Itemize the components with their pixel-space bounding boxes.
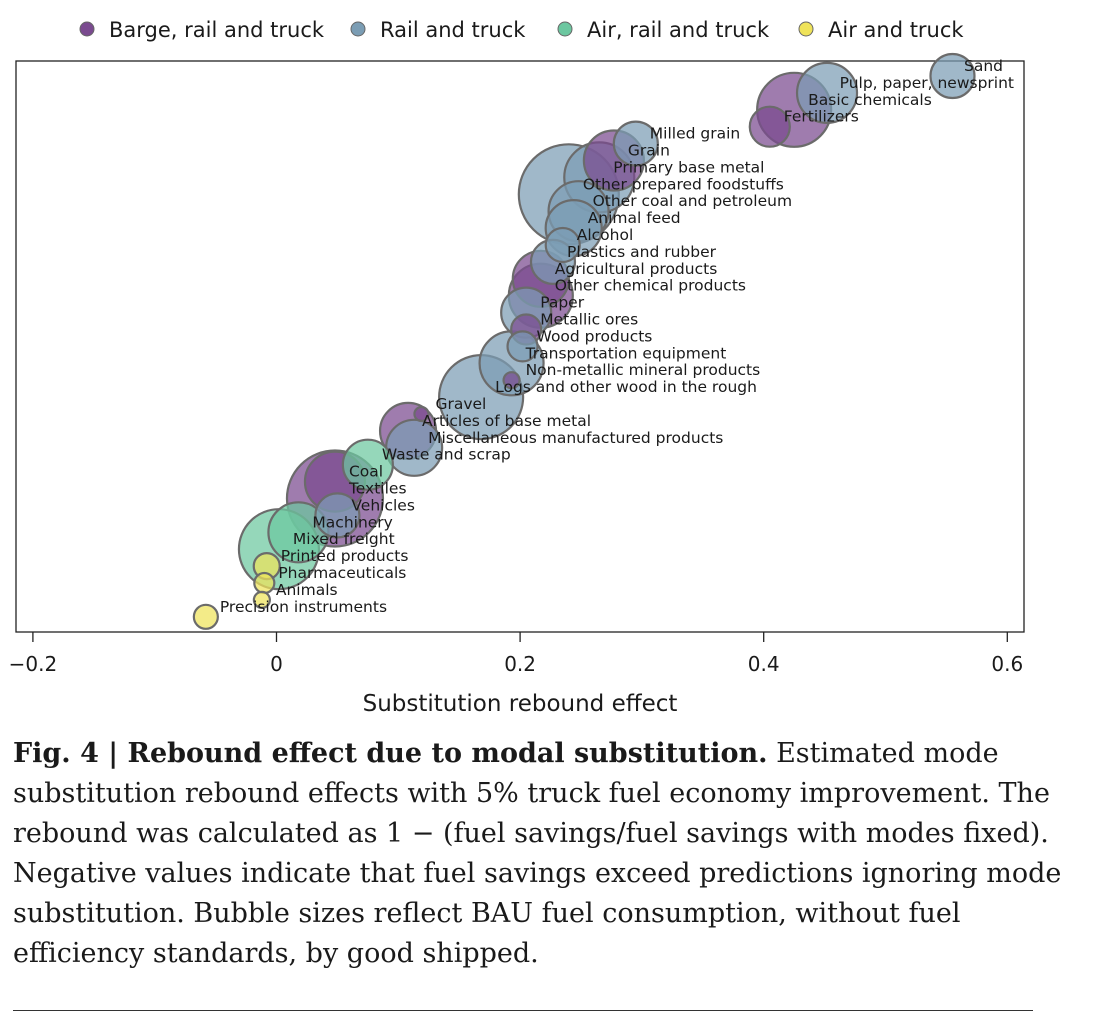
point-label: Wood products: [537, 327, 653, 345]
point-label: Sand: [964, 57, 1003, 75]
point-label: Grain: [628, 142, 670, 160]
legend-label-air: Air and truck: [828, 18, 964, 42]
legend-marker-rail: [350, 21, 366, 37]
caption-body: Estimated mode substitution rebound effe…: [13, 738, 1062, 969]
bubble-point: [506, 330, 539, 363]
bubble-point: [612, 120, 659, 167]
point-label: Transportation equipment: [525, 344, 727, 362]
x-axis-title: Substitution rebound effect: [363, 691, 678, 717]
figure-caption: Fig. 4 | Rebound effect due to modal sub…: [13, 734, 1093, 974]
point-label: Other prepared foodstuffs: [583, 175, 784, 193]
legend-label-air_rail: Air, rail and truck: [587, 18, 770, 42]
x-tick-label: 0.4: [748, 652, 780, 676]
x-tick-label: 0.2: [504, 652, 536, 676]
caption-fig-number: Fig. 4: [13, 738, 99, 769]
point-label: Basic chemicals: [808, 91, 932, 109]
legend-marker-air_rail: [557, 21, 573, 37]
point-label: Mixed freight: [293, 530, 395, 548]
bubble-point: [795, 61, 859, 125]
bubble-chart: Barge, rail and truck Rail and truck Air, …: [9, 18, 1025, 717]
point-label: Machinery: [312, 513, 392, 531]
point-label: Milled grain: [650, 125, 740, 143]
point-label: Agricultural products: [555, 260, 717, 278]
point-label: Waste and scrap: [382, 446, 511, 464]
legend-label-rail: Rail and truck: [380, 18, 526, 42]
bubble-point: [413, 405, 430, 423]
bubble-point: [314, 492, 361, 539]
point-label: Precision instruments: [220, 598, 387, 616]
point-label: Animal feed: [588, 209, 681, 227]
legend-marker-air: [798, 21, 814, 37]
legend-label-barge: Barge, rail and truck: [109, 18, 325, 42]
point-label: Pharmaceuticals: [278, 564, 406, 582]
bubbles-layer: [192, 52, 976, 630]
x-tick-label: 0: [270, 652, 283, 676]
bubble-point: [544, 226, 581, 264]
point-label: Textiles: [348, 480, 407, 498]
point-label: Vehicles: [351, 496, 415, 514]
legend: Barge, rail and truck Rail and truck Air, …: [79, 18, 964, 42]
bubble-point: [341, 438, 394, 491]
point-label: Printed products: [281, 547, 409, 565]
x-tick-label: −0.2: [9, 652, 58, 676]
x-axis: −0.2 0 0.2 0.4 0.6: [9, 632, 1023, 676]
bubble-point: [252, 590, 271, 610]
point-label: Animals: [276, 581, 338, 599]
point-label: Non-metallic mineral products: [526, 361, 761, 379]
point-label: Plastics and rubber: [567, 243, 717, 261]
point-label: Articles of base metal: [422, 412, 591, 430]
x-tick-label: 0.6: [991, 652, 1023, 676]
point-label: Logs and other wood in the rough: [495, 378, 757, 396]
point-label: Miscellaneous manufactured products: [428, 429, 723, 447]
point-label: Pulp, paper, newsprint: [840, 74, 1014, 92]
point-label: Metallic ores: [540, 311, 638, 329]
point-label: Paper: [540, 294, 585, 312]
point-label: Other coal and petroleum: [593, 192, 793, 210]
caption-separator: |: [98, 738, 128, 769]
point-label: Other chemical products: [555, 277, 746, 295]
bubble-point: [748, 105, 791, 148]
bubble-point: [929, 52, 976, 100]
bubble-point: [192, 603, 219, 630]
point-label: Alcohol: [577, 226, 634, 244]
bubble-point: [502, 371, 521, 390]
point-label: Coal: [349, 463, 383, 481]
point-label: Primary base metal: [613, 158, 764, 176]
caption-title: Rebound effect due to modal substitution…: [127, 738, 768, 769]
point-label: Fertilizers: [784, 108, 859, 126]
bottom-rule: [13, 1010, 1033, 1011]
legend-marker-barge: [79, 21, 95, 37]
point-label: Gravel: [435, 395, 486, 413]
bubble-point: [253, 571, 276, 595]
